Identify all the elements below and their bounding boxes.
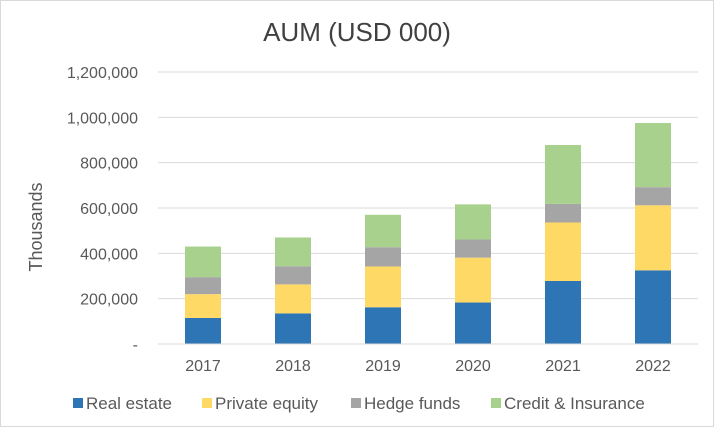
bar-segment	[365, 266, 401, 308]
x-tick-label: 2017	[185, 358, 221, 375]
legend-swatch	[73, 398, 83, 408]
y-tick-label: 200,000	[80, 292, 138, 309]
bar-segment	[635, 123, 671, 188]
legend-item: Real estate	[73, 394, 172, 413]
y-tick-label: 800,000	[80, 156, 138, 173]
legend: Real estate Private equity Hedge funds Cred…	[73, 394, 645, 413]
x-tick-label: 2018	[275, 358, 311, 375]
legend-item: Credit & Insurance	[491, 394, 645, 413]
bar-segment	[275, 237, 311, 267]
bar-segment	[365, 214, 401, 248]
bar-segment	[545, 203, 581, 223]
gridlines	[158, 71, 698, 300]
legend-swatch	[202, 398, 212, 408]
y-tick-label: 400,000	[80, 246, 138, 263]
y-axis-ticks: - 200,000 400,000 600,000 800,000 1,000,000 1,…	[67, 65, 138, 354]
bar-segment	[635, 270, 671, 344]
bar-segment	[275, 266, 311, 285]
legend-swatch	[351, 398, 361, 408]
bar-segment	[545, 280, 581, 344]
x-tick-label: 2021	[545, 358, 581, 375]
bar-segment	[185, 277, 221, 295]
bar-segment	[185, 246, 221, 278]
x-tick-label: 2019	[365, 358, 401, 375]
y-tick-label: 600,000	[80, 201, 138, 218]
bar-segment	[185, 317, 221, 344]
legend-label: Real estate	[86, 394, 172, 413]
legend-label: Private equity	[215, 394, 318, 413]
bar-segment	[185, 294, 221, 318]
y-tick-label: 1,200,000	[67, 65, 138, 82]
legend-label: Credit & Insurance	[504, 394, 645, 413]
bar-segment	[455, 257, 491, 303]
bar-segment	[455, 204, 491, 240]
bar-segment	[635, 187, 671, 206]
bar-segment	[275, 313, 311, 344]
bar-segment	[455, 302, 491, 344]
bar-segment	[545, 144, 581, 204]
x-axis-ticks: 2017 2018 2019 2020 2021 2022	[185, 358, 671, 375]
legend-label: Hedge funds	[364, 394, 460, 413]
bars	[185, 123, 671, 344]
bar-segment	[455, 239, 491, 258]
x-tick-label: 2020	[455, 358, 491, 375]
chart-title: AUM (USD 000)	[263, 17, 451, 47]
bar-segment	[365, 247, 401, 267]
bar-segment	[545, 222, 581, 281]
legend-swatch	[491, 398, 501, 408]
legend-item: Hedge funds	[351, 394, 460, 413]
bar-segment	[275, 284, 311, 314]
bar-segment	[365, 307, 401, 344]
y-axis-title: Thousands	[26, 182, 46, 271]
y-tick-label: 1,000,000	[67, 110, 138, 127]
legend-item: Private equity	[202, 394, 318, 413]
bar-segment	[635, 205, 671, 271]
y-tick-label: -	[133, 337, 138, 354]
x-tick-label: 2022	[635, 358, 671, 375]
